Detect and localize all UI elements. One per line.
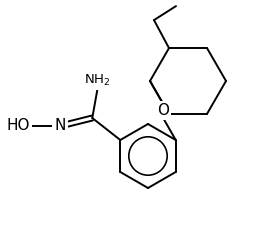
Text: O: O bbox=[157, 103, 169, 118]
Text: N: N bbox=[55, 119, 66, 134]
Text: HO: HO bbox=[7, 119, 30, 134]
Text: NH$_2$: NH$_2$ bbox=[84, 73, 110, 88]
